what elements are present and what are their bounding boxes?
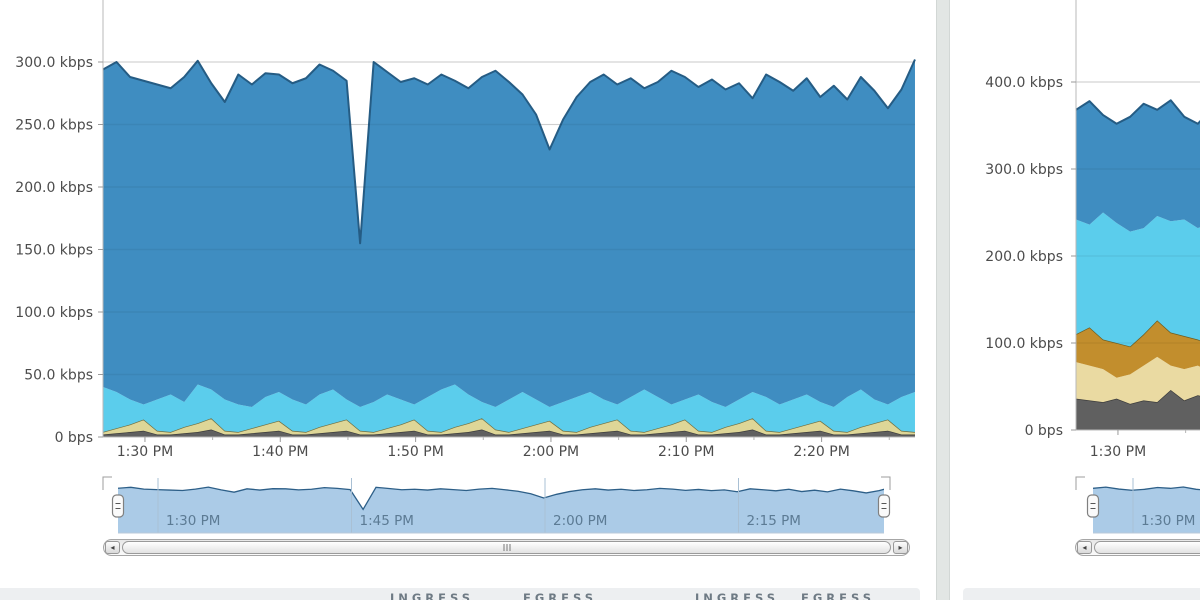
- area-layer-cyan: [103, 384, 915, 432]
- x-tick-label: 2:00 PM: [523, 444, 579, 460]
- left-chart-range-selector[interactable]: 1:30 PM 1:45 PM 2:00 PM 2:15 PM: [118, 478, 892, 533]
- scroll-left-arrow-icon[interactable]: ◂: [1077, 541, 1092, 554]
- stats-header-ingress-1: INGRESS: [389, 591, 475, 600]
- stats-header-egress-1: EGRESS: [522, 591, 598, 600]
- left-chart-plot-area[interactable]: [102, 59, 916, 438]
- scrollbar-grip-icon: [503, 544, 510, 551]
- selector-handle-left[interactable]: [111, 494, 125, 518]
- y-tick-label: 0 bps: [1025, 423, 1063, 439]
- selector-frame-corner-left: [102, 476, 112, 490]
- selector-mini-area: [1093, 487, 1200, 533]
- y-tick-label: 400.0 kbps: [985, 75, 1063, 91]
- area-layer-gray: [1076, 389, 1200, 430]
- scrollbar-thumb[interactable]: [122, 541, 891, 554]
- bandwidth-chart-panel-left: 300.0 kbps 250.0 kbps 200.0 kbps 150.0 kbps…: [0, 0, 920, 600]
- area-layer-cyan: [1076, 212, 1200, 347]
- right-chart-plot-area[interactable]: [1075, 99, 1200, 430]
- stats-header-ingress-2: INGRESS: [694, 591, 780, 600]
- panel-divider: [936, 0, 950, 600]
- right-chart-scrollbar[interactable]: ◂: [1075, 539, 1200, 556]
- selector-time-label: 1:45 PM: [359, 513, 413, 529]
- area-layer-blue: [1076, 100, 1200, 232]
- selector-mini-line: [1093, 486, 1200, 491]
- scrollbar-thumb[interactable]: [1094, 541, 1200, 554]
- selector-handle-left[interactable]: [1086, 494, 1100, 518]
- selector-time-label: 1:30 PM: [1141, 513, 1195, 529]
- y-tick-label: 50.0 kbps: [24, 368, 93, 384]
- y-tick-label: 0 bps: [55, 430, 93, 446]
- selector-handle-right[interactable]: [877, 494, 891, 518]
- area-layer-beige: [1076, 356, 1200, 404]
- selector-frame-corner-left: [1075, 476, 1085, 490]
- area-layer-ochre: [1076, 320, 1200, 378]
- selector-mini-area: [118, 487, 884, 533]
- right-chart-range-selector[interactable]: 1:30 PM: [1093, 478, 1200, 533]
- x-tick-label: 1:30 PM: [1090, 444, 1146, 460]
- scroll-right-arrow-icon[interactable]: ▸: [893, 541, 908, 554]
- selector-frame-corner-right: [881, 476, 891, 490]
- scroll-left-arrow-icon[interactable]: ◂: [105, 541, 120, 554]
- y-tick-label: 300.0 kbps: [985, 162, 1063, 178]
- selector-mini-line: [118, 486, 884, 511]
- left-chart-scrollbar[interactable]: ◂ ▸: [103, 539, 910, 556]
- area-layer-blue: [103, 59, 915, 407]
- area-top-line-ochre: [1075, 319, 1200, 348]
- x-tick-label: 2:20 PM: [793, 444, 849, 460]
- x-tick-label: 2:10 PM: [658, 444, 714, 460]
- selector-time-label: 2:00 PM: [553, 513, 607, 529]
- stats-table-header-bar: [963, 588, 1200, 600]
- selector-time-label: 2:15 PM: [746, 513, 800, 529]
- x-tick-label: 1:50 PM: [387, 444, 443, 460]
- right-chart-svg: 400.0 kbps 300.0 kbps 200.0 kbps 100.0 kbps…: [985, 0, 1200, 534]
- y-tick-label: 100.0 kbps: [985, 336, 1063, 352]
- area-layer-tan: [103, 418, 915, 435]
- y-tick-label: 300.0 kbps: [15, 55, 93, 71]
- selector-time-label: 1:30 PM: [166, 513, 220, 529]
- y-tick-label: 200.0 kbps: [15, 180, 93, 196]
- area-top-line-blue: [102, 59, 916, 245]
- area-top-line-blue: [1075, 99, 1200, 125]
- y-tick-label: 150.0 kbps: [15, 243, 93, 259]
- stats-table-header-bar: [0, 588, 920, 600]
- y-tick-label: 250.0 kbps: [15, 118, 93, 134]
- y-tick-label: 100.0 kbps: [15, 305, 93, 321]
- bandwidth-chart-panel-right: 400.0 kbps 300.0 kbps 200.0 kbps 100.0 kbps…: [950, 0, 1200, 600]
- stats-header-egress-2: EGRESS: [800, 591, 876, 600]
- x-tick-label: 1:40 PM: [252, 444, 308, 460]
- y-tick-label: 200.0 kbps: [985, 249, 1063, 265]
- x-tick-label: 1:30 PM: [117, 444, 173, 460]
- left-chart-svg: 300.0 kbps 250.0 kbps 200.0 kbps 150.0 kbps…: [15, 0, 916, 534]
